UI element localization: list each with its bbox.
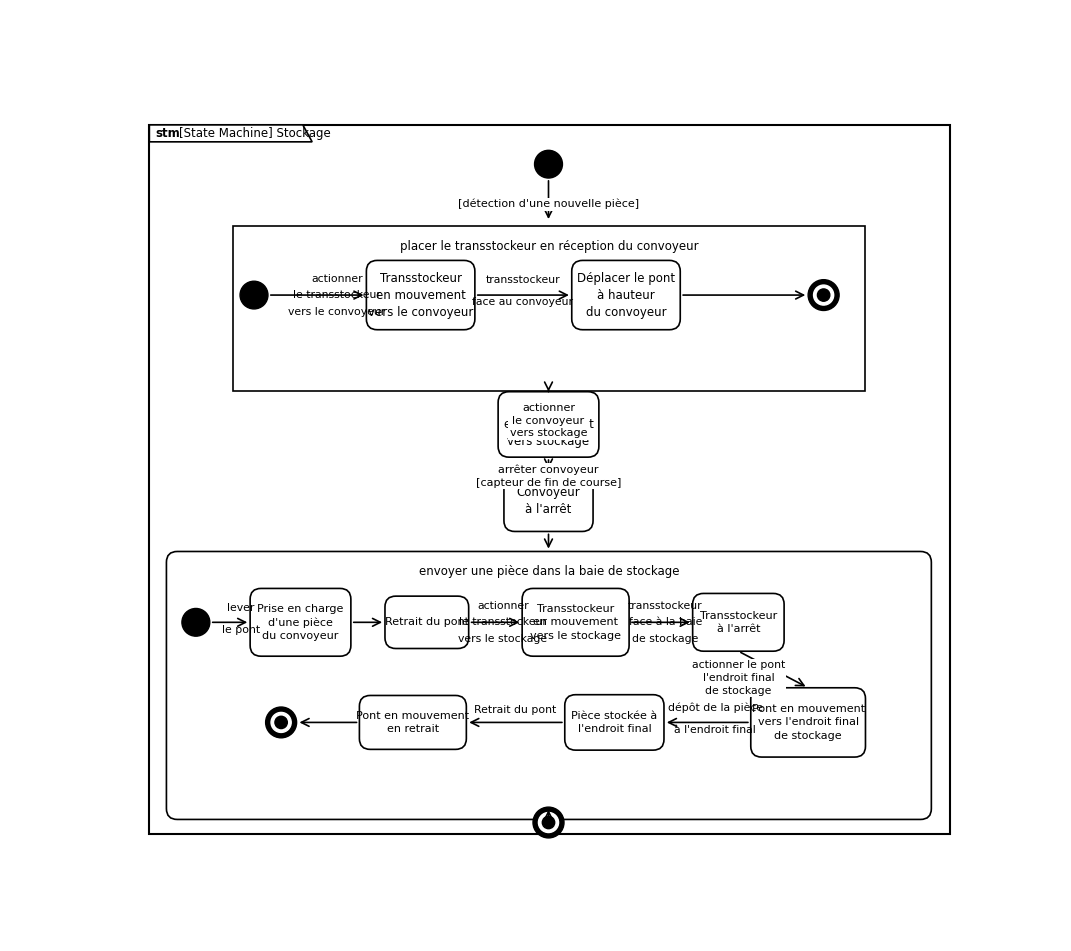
FancyBboxPatch shape <box>384 596 469 649</box>
FancyBboxPatch shape <box>360 695 466 749</box>
FancyBboxPatch shape <box>166 552 932 820</box>
Text: arrêter convoyeur
[capteur de fin de course]: arrêter convoyeur [capteur de fin de cou… <box>476 465 621 488</box>
Text: le transstockeur: le transstockeur <box>293 290 381 301</box>
Text: stm: stm <box>155 126 180 140</box>
Text: Convoyeur
en mouvement
vers stockage: Convoyeur en mouvement vers stockage <box>503 401 593 448</box>
Circle shape <box>809 280 839 310</box>
Text: face à la baie: face à la baie <box>629 617 703 628</box>
Text: Pièce stockée à
l'endroit final: Pièce stockée à l'endroit final <box>571 710 658 734</box>
Circle shape <box>817 289 830 301</box>
Text: Retrait du pont: Retrait du pont <box>474 705 556 715</box>
FancyBboxPatch shape <box>504 472 593 532</box>
FancyBboxPatch shape <box>564 694 664 750</box>
Text: Pont en mouvement
en retrait: Pont en mouvement en retrait <box>357 710 469 734</box>
Circle shape <box>275 716 287 728</box>
FancyBboxPatch shape <box>251 589 351 656</box>
Text: [State Machine] Stockage: [State Machine] Stockage <box>179 126 331 140</box>
Text: actionner: actionner <box>311 274 363 283</box>
Circle shape <box>182 609 210 636</box>
Circle shape <box>533 807 564 838</box>
Circle shape <box>266 707 297 738</box>
FancyBboxPatch shape <box>572 261 680 330</box>
Text: face au convoyeur: face au convoyeur <box>472 298 573 307</box>
Text: transstockeur: transstockeur <box>485 275 560 285</box>
Text: actionner
le convoyeur
vers stockage: actionner le convoyeur vers stockage <box>510 403 587 438</box>
Text: actionner: actionner <box>477 601 529 611</box>
Circle shape <box>539 812 559 832</box>
Text: le transstockeur: le transstockeur <box>458 617 546 628</box>
Text: transstockeur: transstockeur <box>629 601 703 611</box>
Text: [détection d'une nouvelle pièce]: [détection d'une nouvelle pièce] <box>458 199 639 209</box>
Circle shape <box>542 816 555 828</box>
Text: lever: lever <box>227 603 255 613</box>
Text: Pont en mouvement
vers l'endroit final
de stockage: Pont en mouvement vers l'endroit final d… <box>752 705 864 741</box>
Polygon shape <box>149 125 312 142</box>
Text: de stockage: de stockage <box>632 634 698 644</box>
Text: Retrait du pont: Retrait du pont <box>384 617 469 628</box>
Text: Prise en charge
d'une pièce
du convoyeur: Prise en charge d'une pièce du convoyeur <box>257 604 344 641</box>
Text: à l'endroit final: à l'endroit final <box>675 726 756 735</box>
FancyBboxPatch shape <box>366 261 474 330</box>
Circle shape <box>814 285 833 305</box>
Text: dépôt de la pièce: dépôt de la pièce <box>667 703 763 713</box>
FancyBboxPatch shape <box>149 125 950 834</box>
Text: Convoyeur
à l'arrêt: Convoyeur à l'arrêt <box>516 486 580 516</box>
Circle shape <box>534 150 562 178</box>
Text: Transstockeur
en mouvement
vers le stockage: Transstockeur en mouvement vers le stock… <box>530 604 621 641</box>
Circle shape <box>240 281 268 309</box>
Text: placer le transstockeur en réception du convoyeur: placer le transstockeur en réception du … <box>399 240 698 253</box>
Circle shape <box>271 712 291 732</box>
FancyBboxPatch shape <box>751 688 865 757</box>
Text: Transstockeur
à l'arrêt: Transstockeur à l'arrêt <box>699 611 776 634</box>
Text: Déplacer le pont
à hauteur
du convoyeur: Déplacer le pont à hauteur du convoyeur <box>577 272 675 319</box>
FancyBboxPatch shape <box>498 392 599 457</box>
Text: vers le stockage: vers le stockage <box>458 634 547 644</box>
FancyBboxPatch shape <box>233 225 864 391</box>
FancyBboxPatch shape <box>523 589 629 656</box>
FancyBboxPatch shape <box>693 593 784 651</box>
Text: le pont: le pont <box>222 626 260 635</box>
Text: envoyer une pièce dans la baie de stockage: envoyer une pièce dans la baie de stocka… <box>419 565 679 578</box>
Text: actionner le pont
l'endroit final
de stockage: actionner le pont l'endroit final de sto… <box>692 660 785 696</box>
Text: Transstockeur
en mouvement
vers le convoyeur: Transstockeur en mouvement vers le convo… <box>368 272 473 319</box>
Text: vers le convoyeur: vers le convoyeur <box>288 306 386 317</box>
